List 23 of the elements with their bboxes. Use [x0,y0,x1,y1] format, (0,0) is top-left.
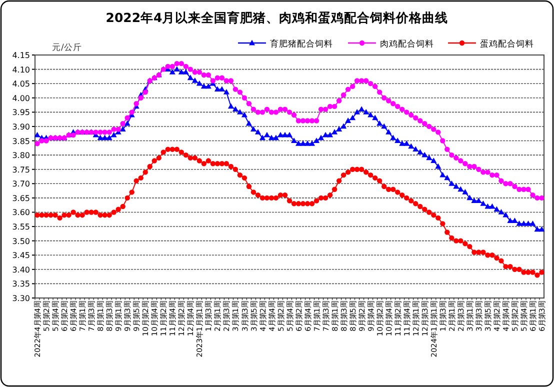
y-tick-label: 3.95 [12,108,30,118]
y-tick-label: 3.60 [12,208,30,218]
y-tick-label: 3.40 [12,265,30,274]
y-tick-label: 3.70 [12,180,30,189]
y-tick-label: 3.45 [12,251,30,260]
y-axis-title: 元/公斤 [52,42,82,53]
y-tick-label: 3.50 [12,236,30,246]
y-tick-label: 3.75 [12,165,30,174]
y-tick-label: 4.10 [12,65,30,74]
y-tick-label: 4.15 [12,51,30,60]
y-tick-label: 3.35 [12,280,30,289]
y-tick-label: 4.05 [12,80,30,89]
legend-label: 肉鸡配合饲料 [380,38,434,50]
legend-label: 蛋鸡配合饲料 [480,38,534,50]
y-tick-label: 3.30 [12,294,30,303]
y-tick-label: 4.00 [12,94,30,103]
legend-label: 育肥猪配合饲料 [270,38,333,50]
y-tick-label: 3.80 [12,151,30,160]
y-tick-label: 3.90 [12,122,30,132]
y-tick-label: 3.65 [12,194,30,203]
y-tick-label: 3.55 [12,222,30,232]
chart-title: 2022年4月以来全国育肥猪、肉鸡和蛋鸡配合饲料价格曲线 [106,10,448,25]
y-tick-label: 3.85 [12,136,30,146]
